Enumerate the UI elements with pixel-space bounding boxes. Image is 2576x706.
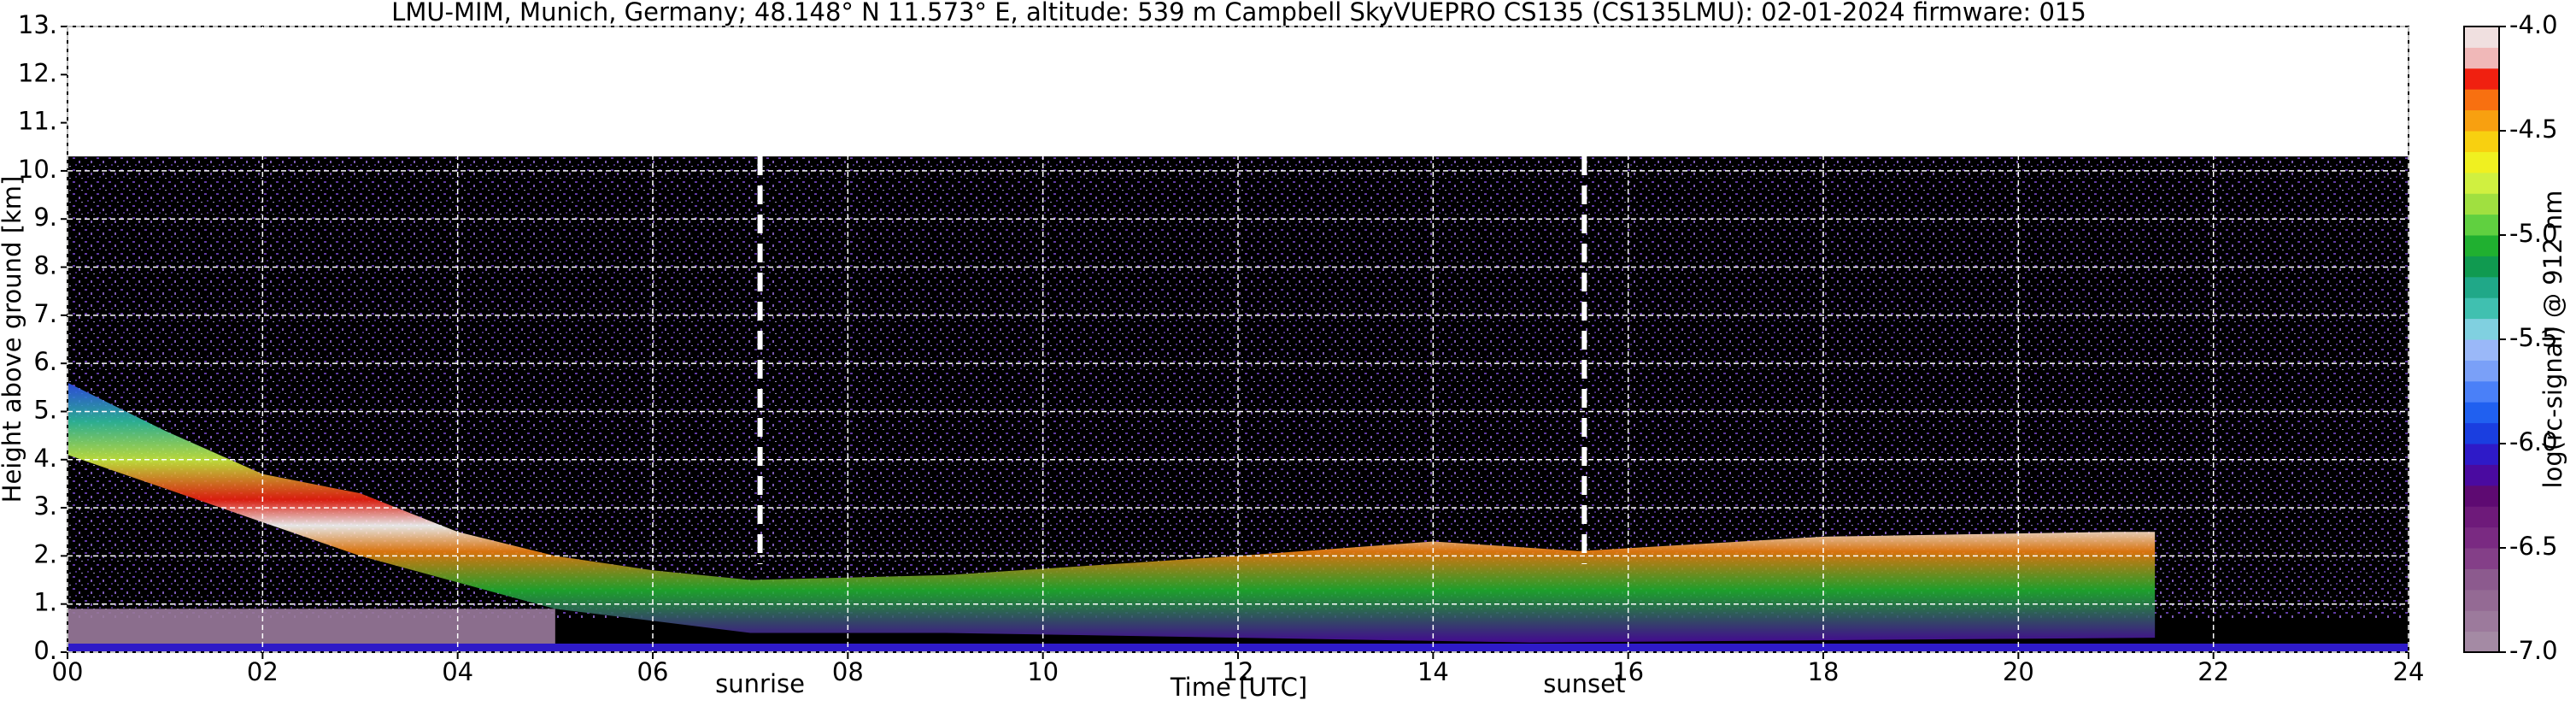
y-tick-label: 11. <box>18 107 57 136</box>
colorbar-bin <box>2464 68 2499 90</box>
colorbar-tick-label: -4.0 <box>2509 10 2558 39</box>
colorbar-bin <box>2464 485 2499 507</box>
colorbar-bin <box>2464 89 2499 111</box>
x-axis-label: Time [UTC] <box>1170 673 1307 702</box>
colorbar-bin <box>2464 610 2499 632</box>
colorbar-bin <box>2464 339 2499 361</box>
x-tick-label: 06 <box>637 657 669 686</box>
x-tick-label: 12 <box>1223 657 1254 686</box>
colorbar-bin <box>2464 422 2499 444</box>
y-tick-label: 8. <box>33 251 57 280</box>
x-tick-label: 04 <box>442 657 473 686</box>
backscatter-layer <box>67 382 2156 643</box>
y-tick-label: 0. <box>33 636 57 665</box>
colorbar-bin <box>2464 256 2499 278</box>
y-tick-label: 5. <box>33 395 57 424</box>
chart-title: LMU-MIM, Munich, Germany; 48.148° N 11.5… <box>391 0 2086 26</box>
x-tick-label: 16 <box>1612 657 1644 686</box>
x-tick-label: 24 <box>2393 657 2425 686</box>
colorbar-bin <box>2464 26 2499 48</box>
y-tick-label: 3. <box>33 491 57 521</box>
x-tick-label: 14 <box>1417 657 1449 686</box>
colorbar-label: log(rc-signal) @ 912 nm <box>2538 191 2567 489</box>
colorbar-tick-label: -4.5 <box>2509 115 2558 144</box>
x-tick-label: 02 <box>247 657 279 686</box>
y-tick-label: 9. <box>33 203 57 232</box>
colorbar-tick-label: -6.5 <box>2509 532 2558 561</box>
colorbar-bin <box>2464 109 2499 132</box>
colorbar-bin <box>2464 464 2499 486</box>
x-tick-label: 22 <box>2198 657 2229 686</box>
colorbar-bin <box>2464 214 2499 236</box>
y-tick-label: 2. <box>33 539 57 568</box>
colorbar-bin <box>2464 380 2499 403</box>
colorbar-tick-label: -5.5 <box>2509 323 2558 352</box>
y-tick-label: 1. <box>33 588 57 617</box>
colorbar-bin <box>2464 235 2499 256</box>
colorbar-bin <box>2464 548 2499 569</box>
x-tick-label: 00 <box>52 657 84 686</box>
colorbar-bin <box>2464 47 2499 69</box>
colorbar-bin <box>2464 172 2499 194</box>
colorbar-bin <box>2464 402 2499 424</box>
colorbar-bin <box>2464 527 2499 549</box>
colorbar-bin <box>2464 360 2499 382</box>
colorbar-tick-label: -7.0 <box>2509 636 2558 665</box>
x-tick-label: 20 <box>2003 657 2034 686</box>
colorbar-bin <box>2464 589 2499 611</box>
colorbar-bin <box>2464 631 2499 653</box>
x-tick-label: 08 <box>832 657 864 686</box>
y-tick-label: 4. <box>33 444 57 473</box>
colorbar-bin <box>2464 131 2499 152</box>
y-tick-label: 12. <box>18 58 57 87</box>
x-tick-label: 10 <box>1027 657 1059 686</box>
y-axis-label: Height above ground [km] <box>0 176 26 503</box>
y-tick-label: 13. <box>18 10 57 39</box>
y-tick-label: 6. <box>33 347 57 376</box>
colorbar-bin <box>2464 276 2499 298</box>
x-tick-label: 18 <box>1808 657 1840 686</box>
colorbar-bin <box>2464 444 2499 465</box>
colorbar-bin <box>2464 193 2499 215</box>
colorbar-tick-label: -5.0 <box>2509 219 2558 248</box>
colorbar-bin <box>2464 151 2499 174</box>
colorbar-tick-label: -6.0 <box>2509 427 2558 456</box>
near-ground-strip <box>67 644 2409 652</box>
y-tick-label: 10. <box>18 155 57 184</box>
colorbar-bin <box>2464 297 2499 320</box>
colorbar-bin <box>2464 568 2499 591</box>
annotation-label: sunset <box>1543 669 1625 698</box>
colorbar-bin <box>2464 506 2499 528</box>
y-tick-label: 7. <box>33 299 57 328</box>
colorbar-bin <box>2464 318 2499 340</box>
annotation-label: sunrise <box>715 669 805 698</box>
